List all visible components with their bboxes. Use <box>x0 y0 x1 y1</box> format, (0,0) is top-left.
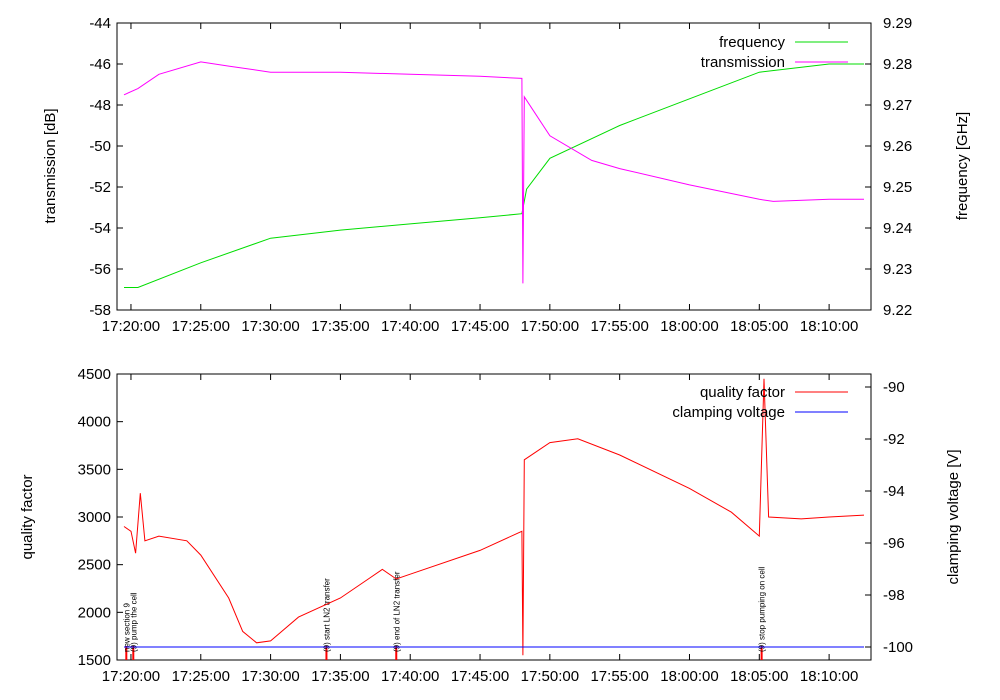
x-tick-label: 18:10:00 <box>800 318 858 335</box>
y-tick-label: -58 <box>89 302 111 319</box>
legend-label: clamping voltage <box>672 404 785 421</box>
series-line-quality-factor <box>123 378 865 656</box>
y-tick-label: 4500 <box>78 366 111 383</box>
legend-label: quality factor <box>700 384 785 401</box>
top-x-ticks: 17:20:00 17:25:00 17:30:00 17:35:00 17:40:00… <box>102 23 858 335</box>
series-line-transmission <box>123 61 864 284</box>
annotation-label: (9) start LN2 transfer <box>322 578 331 652</box>
x-tick-label: 17:40:00 <box>381 318 439 335</box>
x-tick-label: 17:35:00 <box>311 668 369 685</box>
top-y2-axis-title: frequency [GHz] <box>954 112 971 220</box>
x-tick-label: 17:50:00 <box>521 668 579 685</box>
x-tick-label: 17:35:00 <box>311 318 369 335</box>
y2-tick-label: -94 <box>883 483 905 500</box>
y-tick-label: 3500 <box>78 461 111 478</box>
y-tick-label: -52 <box>89 179 111 196</box>
y-tick-label: 2000 <box>78 604 111 621</box>
y2-tick-label: 9.28 <box>883 56 912 73</box>
top-legend: frequency transmission <box>701 34 848 71</box>
bottom-panel: 17:20:00 17:25:00 17:30:00 17:35:00 17:40:00… <box>19 366 962 685</box>
annotation-label: new section 9 <box>122 603 131 652</box>
x-tick-label: 17:20:00 <box>102 668 160 685</box>
x-tick-label: 18:10:00 <box>800 668 858 685</box>
y-tick-label: -56 <box>89 261 111 278</box>
top-y2-ticks: 9.29 9.28 9.27 9.26 9.25 9.24 9.23 9.22 <box>865 15 912 319</box>
x-tick-label: 17:30:00 <box>241 668 299 685</box>
y-tick-label: -48 <box>89 97 111 114</box>
y2-tick-label: 9.22 <box>883 302 912 319</box>
bottom-series <box>123 378 865 656</box>
bottom-legend: quality factor clamping voltage <box>672 384 848 421</box>
annotation-label: (9) stop pumping on cell <box>758 566 767 652</box>
y2-tick-label: 9.23 <box>883 261 912 278</box>
x-tick-label: 18:00:00 <box>660 668 718 685</box>
y2-tick-label: -100 <box>883 639 913 656</box>
x-tick-label: 17:55:00 <box>590 668 648 685</box>
x-tick-label: 17:25:00 <box>172 318 230 335</box>
x-tick-label: 17:50:00 <box>521 318 579 335</box>
top-y-ticks: -44 -46 -48 -50 -52 -54 -56 -58 <box>89 15 123 319</box>
y-tick-label: -46 <box>89 56 111 73</box>
y2-tick-label: -90 <box>883 379 905 396</box>
top-y-axis-title: transmission [dB] <box>42 108 59 223</box>
y2-tick-label: -92 <box>883 431 905 448</box>
x-tick-label: 18:05:00 <box>730 668 788 685</box>
y2-tick-label: 9.25 <box>883 179 912 196</box>
y-tick-label: 1500 <box>78 652 111 669</box>
y2-tick-label: -98 <box>883 587 905 604</box>
y2-tick-label: -96 <box>883 535 905 552</box>
legend-label: frequency <box>719 34 785 51</box>
x-tick-label: 17:45:00 <box>451 318 509 335</box>
x-tick-label: 17:25:00 <box>172 668 230 685</box>
y-tick-label: 2500 <box>78 557 111 574</box>
y2-tick-label: 9.27 <box>883 97 912 114</box>
y-tick-label: -50 <box>89 138 111 155</box>
y2-tick-label: 9.24 <box>883 220 912 237</box>
bottom-x-ticks: 17:20:00 17:25:00 17:30:00 17:35:00 17:40:00… <box>102 374 858 685</box>
legend-label: transmission <box>701 54 785 71</box>
x-tick-label: 18:00:00 <box>660 318 718 335</box>
y2-tick-label: 9.29 <box>883 15 912 32</box>
y2-tick-label: 9.26 <box>883 138 912 155</box>
x-tick-label: 18:05:00 <box>730 318 788 335</box>
bottom-y-ticks: 4500 4000 3500 3000 2500 2000 1500 <box>78 366 123 669</box>
series-line-frequency <box>124 63 864 288</box>
y-tick-label: 4000 <box>78 414 111 431</box>
top-series <box>123 61 864 288</box>
x-tick-label: 17:40:00 <box>381 668 439 685</box>
bottom-y2-ticks: -90 -92 -94 -96 -98 -100 <box>865 379 913 656</box>
y-tick-label: -44 <box>89 15 111 32</box>
top-panel: 17:20:00 17:25:00 17:30:00 17:35:00 17:40:00… <box>42 15 971 335</box>
annotation-label: (9) end of LN2 transfer <box>392 571 401 652</box>
y-tick-label: -54 <box>89 220 111 237</box>
x-tick-label: 17:30:00 <box>241 318 299 335</box>
annotation-label: (9) pump the cell <box>129 592 138 652</box>
bottom-annotations: new section 9(9) pump the cell (9) start … <box>122 566 767 660</box>
top-plot-frame <box>116 22 872 311</box>
x-tick-label: 17:20:00 <box>102 318 160 335</box>
bottom-y-axis-title: quality factor <box>19 474 36 559</box>
y-tick-label: 3000 <box>78 509 111 526</box>
bottom-y2-axis-title: clamping voltage [V] <box>945 449 962 584</box>
x-tick-label: 17:45:00 <box>451 668 509 685</box>
x-tick-label: 17:55:00 <box>590 318 648 335</box>
